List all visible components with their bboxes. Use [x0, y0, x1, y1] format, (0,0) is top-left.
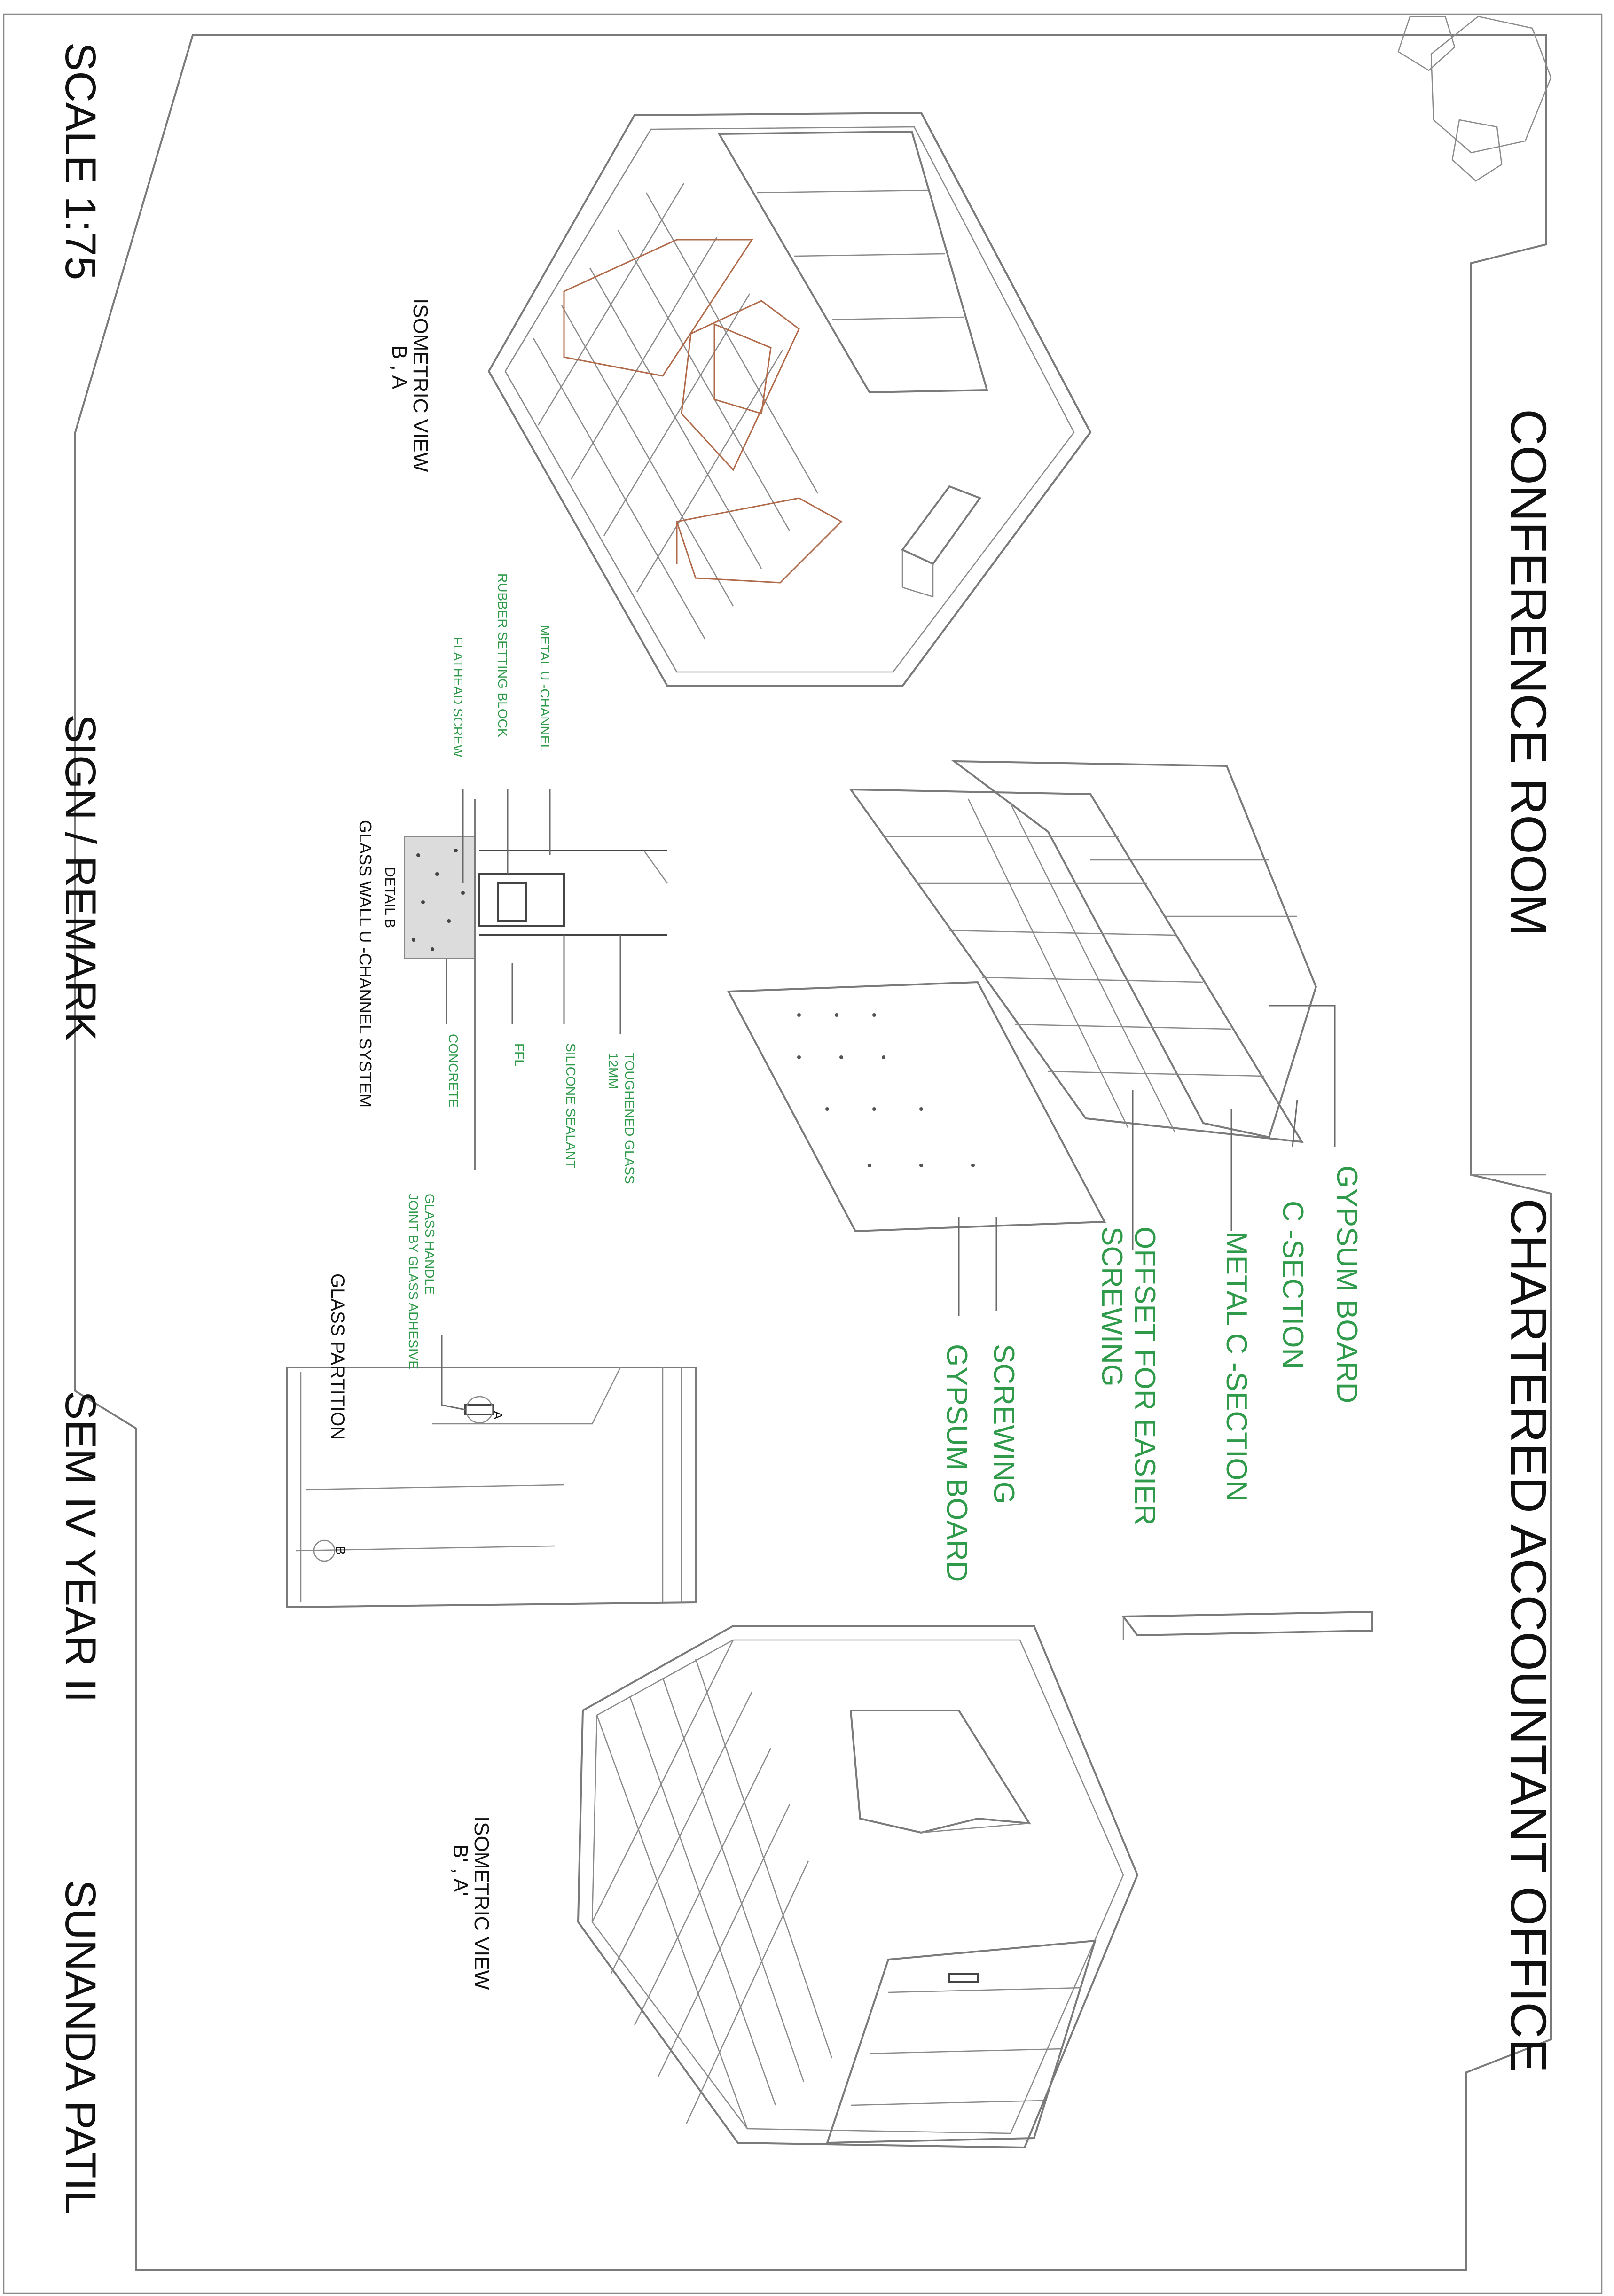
partition-marker-a: A	[491, 1411, 505, 1420]
isometric-view-1-drawing	[487, 111, 1092, 687]
logo-hexagons-icon	[1397, 16, 1552, 182]
sheet-border	[3, 13, 1603, 2294]
semester-label: SEM IV YEAR II	[56, 1391, 104, 1702]
detail-b-callout-ffl: FFL	[512, 1043, 526, 1067]
partition-title: GLASS PARTITION	[327, 1273, 348, 1440]
room-title: CONFERENCE ROOM	[1500, 409, 1557, 936]
detail-b-callout-silicone: SILICONE SEALANT	[564, 1043, 578, 1168]
ceiling-detail-drawing	[727, 760, 1373, 1640]
ceiling-callout-gypsum-board-bottom: GYPSUM BOARD	[940, 1344, 973, 1582]
marker-b-circle	[313, 1539, 336, 1562]
detail-b-drawing	[404, 789, 668, 1170]
ceiling-callout-offset: OFFSET FOR EASIER	[1128, 1226, 1161, 1525]
partition-handle-note-2: JOINT BY GLASS ADHESIVE	[406, 1194, 421, 1369]
partition-handle-note-1: GLASS HANDLE	[423, 1194, 437, 1295]
ceiling-callout-c-section: C -SECTION	[1277, 1201, 1309, 1369]
detail-b-title: GLASS WALL U -CHANNEL SYSTEM	[356, 820, 375, 1108]
detail-b-callout-flathead-screw: FLATHEAD SCREW	[451, 637, 465, 758]
scale-label: SCALE 1:75	[56, 42, 104, 280]
detail-b-callout-12mm: 12MM	[606, 1053, 620, 1089]
isometric-view-2-drawing	[577, 1625, 1139, 2149]
partition-marker-b: B	[333, 1546, 348, 1555]
ceiling-callout-gypsum-board-top: GYPSUM BOARD	[1331, 1165, 1363, 1403]
detail-b-callout-rubber-block: RUBBER SETTING BLOCK	[495, 573, 510, 737]
sign-remark-label: SIGN / REMARK	[56, 714, 104, 1041]
author-label: SUNANDA PATIL	[56, 1880, 104, 2214]
project-title: CHARTERED ACCOUNTANT OFFICE	[1500, 1198, 1557, 2072]
ceiling-callout-metal-c-section: METAL C -SECTION	[1220, 1231, 1253, 1501]
iso-1-section: B , A	[388, 345, 411, 390]
detail-b-callout-toughened-glass: TOUGHENED GLASS	[622, 1053, 637, 1184]
ceiling-callout-screwing-1: SCREWING	[1096, 1226, 1128, 1387]
detail-b-label: DETAIL B	[382, 867, 398, 928]
concrete-hatch	[404, 836, 475, 959]
iso-2-title: ISOMETRIC VIEW	[470, 1816, 493, 1990]
iso-2-section: B' , A'	[449, 1844, 472, 1896]
iso-1-title: ISOMETRIC VIEW	[409, 298, 432, 472]
glass-partition-drawing	[286, 1335, 697, 1609]
marker-a-circle	[465, 1396, 494, 1424]
detail-b-callout-metal-u-channel: METAL U -CHANNEL	[538, 625, 552, 751]
ceiling-callout-screwing-2: SCREWING	[987, 1344, 1020, 1504]
detail-b-callout-concrete: CONCRETE	[446, 1034, 461, 1108]
